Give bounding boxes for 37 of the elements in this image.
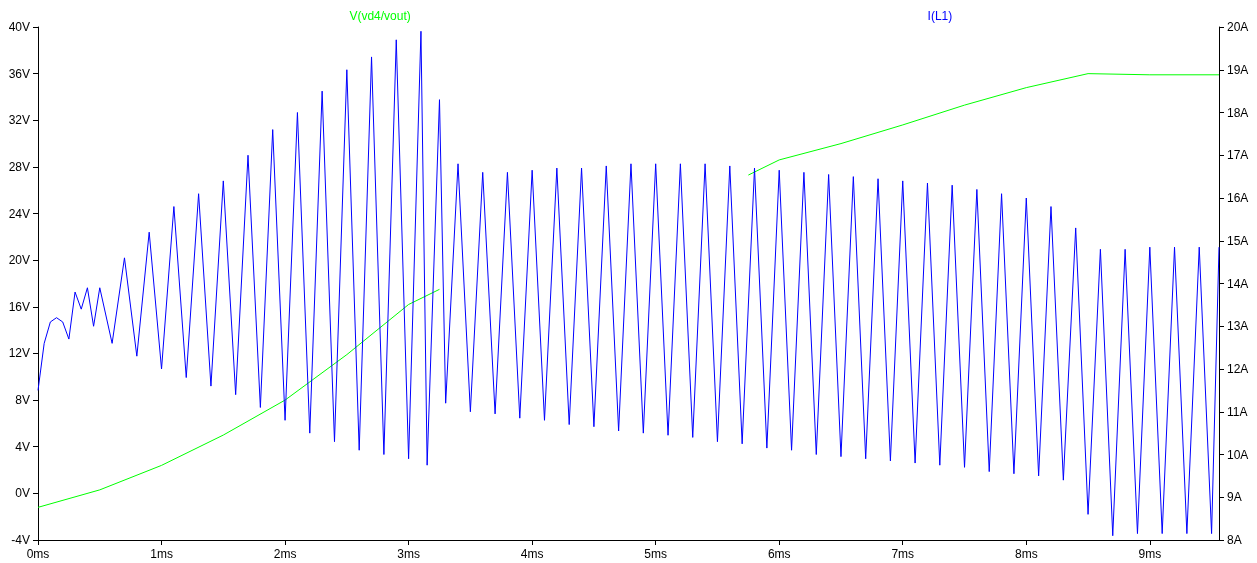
x-tick-label: 2ms xyxy=(273,547,297,561)
y-tick-label: 28V xyxy=(8,159,30,174)
y2-tick-label: 18A xyxy=(1227,105,1249,120)
y-tick-label: 36V xyxy=(8,66,30,81)
text: V(vd4/vout) xyxy=(349,9,411,23)
x-tick-label: 7ms xyxy=(891,547,915,561)
y-tick-label: 16V xyxy=(8,299,30,314)
y2-tick-label: 15A xyxy=(1227,233,1249,248)
x-tick-label: 9ms xyxy=(1138,547,1162,561)
y2-tick-label: 14A xyxy=(1227,276,1249,291)
text: I(L1) xyxy=(927,9,953,23)
y2-tick-label: 11A xyxy=(1227,404,1248,419)
y-tick-label: 20V xyxy=(8,253,30,268)
y-tick-label: 0V xyxy=(15,486,30,501)
x-tick-label: 4ms xyxy=(520,547,544,561)
y-tick-label: 4V xyxy=(15,439,30,454)
x-tick-label: 3ms xyxy=(397,547,420,561)
y-tick-label: 8V xyxy=(15,393,30,408)
y2-tick-label: 9A xyxy=(1227,490,1242,505)
y2-tick-label: 20A xyxy=(1227,20,1249,34)
x-tick-label: 5ms xyxy=(644,547,668,561)
y-tick-label: 40V xyxy=(8,20,30,34)
y-tick-label: 32V xyxy=(8,113,30,128)
x-tick-label: 6ms xyxy=(767,547,791,561)
y2-tick-label: 19A xyxy=(1227,62,1249,77)
y-tick-label: 12V xyxy=(8,346,30,361)
y-tick-label: -4V xyxy=(11,533,30,547)
y2-tick-label: 12A xyxy=(1227,362,1249,376)
y2-tick-label: 8A xyxy=(1227,533,1242,547)
y2-tick-label: 13A xyxy=(1227,319,1249,334)
y-tick-label: 24V xyxy=(8,206,30,221)
y2-tick-label: 16A xyxy=(1227,191,1249,205)
x-tick-label: 8ms xyxy=(1014,547,1038,561)
y2-tick-label: 17A xyxy=(1227,148,1249,163)
y2-tick-label: 10A xyxy=(1227,447,1249,462)
x-tick-label: 0ms xyxy=(26,547,50,561)
x-tick-label: 1ms xyxy=(150,547,173,561)
